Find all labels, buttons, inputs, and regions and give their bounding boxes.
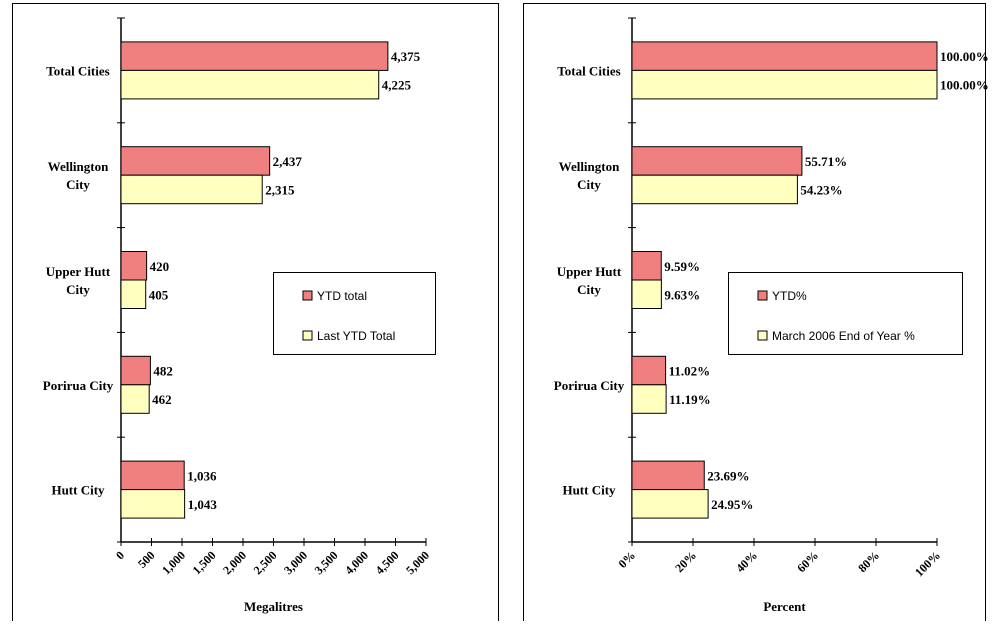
data-label: 11.19% xyxy=(669,392,711,407)
category-label: Wellington xyxy=(559,159,620,174)
bar-series2 xyxy=(120,279,147,309)
category-label: City xyxy=(577,177,601,192)
data-label: 1,036 xyxy=(187,468,217,483)
category-label: Porirua City xyxy=(554,378,625,393)
data-label: 482 xyxy=(153,364,173,379)
category-label: Wellington xyxy=(48,159,109,174)
data-label: 24.95% xyxy=(711,497,753,512)
bar-series2 xyxy=(120,174,263,205)
chart-2: 0% 20% 40% 60% 80% 100%Total Cities100.00%100… xyxy=(523,3,989,624)
legend-swatch xyxy=(757,290,768,301)
bar-series1 xyxy=(631,355,667,386)
category-label: City xyxy=(66,177,90,192)
legend-swatch xyxy=(302,330,313,341)
data-label: 2,315 xyxy=(265,182,295,197)
data-label: 4,375 xyxy=(391,49,421,64)
category-label: City xyxy=(66,282,90,297)
x-axis-title: Percent xyxy=(763,599,806,614)
category-label: City xyxy=(577,282,601,297)
bar-series1 xyxy=(120,251,148,281)
data-label: 1,043 xyxy=(188,497,218,512)
bar-series2 xyxy=(631,489,709,519)
legend: YTD total Last YTD Total xyxy=(273,272,436,355)
category-label: Porirua City xyxy=(43,378,114,393)
bar-series1 xyxy=(631,41,938,71)
bar-series2 xyxy=(631,174,798,205)
legend-label: Last YTD Total xyxy=(317,329,395,343)
category-label: Upper Hutt xyxy=(46,264,111,279)
bar-series2 xyxy=(120,69,380,100)
data-label: 100.00% xyxy=(940,49,989,64)
bar-series2 xyxy=(631,384,667,414)
legend: YTD% March 2006 End of Year % xyxy=(728,272,963,355)
chart-1: 0 500 1,000 1,500 2,000 2,500 3,000 3,500 4,000 4… xyxy=(12,3,499,624)
data-label: 23.69% xyxy=(707,468,749,483)
bar-series2 xyxy=(631,69,938,100)
category-label: Hutt City xyxy=(51,483,105,498)
data-label: 405 xyxy=(149,287,169,302)
bar-series1 xyxy=(120,41,389,71)
bar-series1 xyxy=(631,460,705,491)
bar-series1 xyxy=(120,146,271,176)
data-label: 2,437 xyxy=(273,154,303,169)
legend-box xyxy=(728,272,963,355)
data-label: 420 xyxy=(150,259,170,274)
legend-swatch xyxy=(302,290,313,301)
data-label: 462 xyxy=(152,392,172,407)
category-label: Hutt City xyxy=(562,483,616,498)
bar-series1 xyxy=(631,251,662,281)
legend-swatch xyxy=(757,330,768,341)
category-label: Total Cities xyxy=(46,63,109,78)
category-label: Upper Hutt xyxy=(557,264,622,279)
data-label: 54.23% xyxy=(800,182,842,197)
data-label: 100.00% xyxy=(940,78,989,93)
x-axis-title: Megalitres xyxy=(244,599,303,614)
bar-series1 xyxy=(631,146,803,176)
data-label: 9.63% xyxy=(664,287,700,302)
legend-box xyxy=(273,272,436,355)
legend-label: March 2006 End of Year % xyxy=(772,329,915,343)
data-label: 4,225 xyxy=(382,78,412,93)
data-label: 11.02% xyxy=(669,364,711,379)
data-label: 9.59% xyxy=(664,259,700,274)
bar-series1 xyxy=(120,460,185,491)
bar-series2 xyxy=(120,489,186,519)
legend-label: YTD% xyxy=(772,289,807,303)
legend-label: YTD total xyxy=(317,289,367,303)
data-label: 55.71% xyxy=(805,154,847,169)
bar-series2 xyxy=(120,384,150,414)
category-label: Total Cities xyxy=(557,63,620,78)
bar-series2 xyxy=(631,279,662,309)
bar-series1 xyxy=(120,355,151,386)
